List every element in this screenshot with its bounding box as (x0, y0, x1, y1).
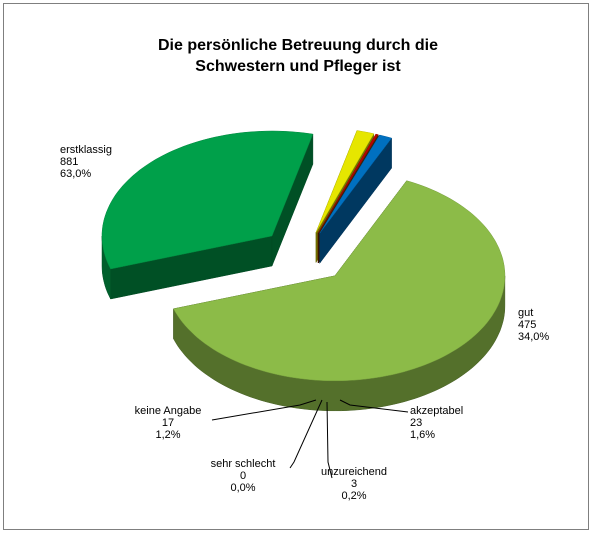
slice-top (318, 134, 379, 234)
data-label-line: 3 (351, 478, 357, 490)
data-label: erstklassig 881 63,0% (60, 144, 112, 180)
data-label-line: gut (518, 307, 533, 319)
data-label-line: 0 (240, 470, 246, 482)
slice (173, 179, 506, 412)
data-label-line: 0,2% (341, 490, 366, 502)
data-label-line: 17 (162, 417, 174, 429)
data-label: gut 475 34,0% (518, 307, 549, 343)
data-label-line: unzureichend (321, 466, 387, 478)
pie (101, 130, 506, 412)
slice (319, 134, 393, 265)
data-label-line: keine Angabe (135, 405, 202, 417)
leader-line (326, 401, 333, 479)
slice-top (317, 133, 379, 234)
data-label-line: 34,0% (518, 331, 549, 343)
data-label-line: 1,6% (410, 429, 435, 441)
data-label-line: 0,0% (230, 482, 255, 494)
labels: erstklassig 881 63,0% gut 475 34,0% akzeptabel… (60, 144, 549, 502)
data-label: unzureichend 3 0,2% (321, 466, 387, 502)
data-label: keine Angabe 17 1,2% (135, 405, 202, 441)
slice (101, 130, 314, 300)
slice-top (315, 130, 375, 233)
chart-title: Schwestern und Pfleger ist (195, 58, 401, 75)
leader-line (289, 399, 323, 469)
data-label: sehr schlecht 0 0,0% (211, 458, 276, 494)
data-label-line: 23 (410, 417, 422, 429)
data-label-line: sehr schlecht (211, 458, 276, 470)
leader-line (211, 399, 317, 421)
slice-top (319, 134, 393, 234)
leader-line (339, 399, 409, 413)
data-label-line: 881 (60, 156, 78, 168)
slice-top (101, 130, 314, 270)
data-label-line: 1,2% (155, 429, 180, 441)
data-label-line: 475 (518, 319, 536, 331)
slice-top (173, 180, 506, 382)
data-label-line: akzeptabel (410, 405, 463, 417)
data-label: akzeptabel 23 1,6% (410, 405, 463, 441)
data-label-line: erstklassig (60, 144, 112, 156)
data-label-line: 63,0% (60, 168, 91, 180)
chart-title: Die persönliche Betreuung durch die (158, 37, 438, 54)
